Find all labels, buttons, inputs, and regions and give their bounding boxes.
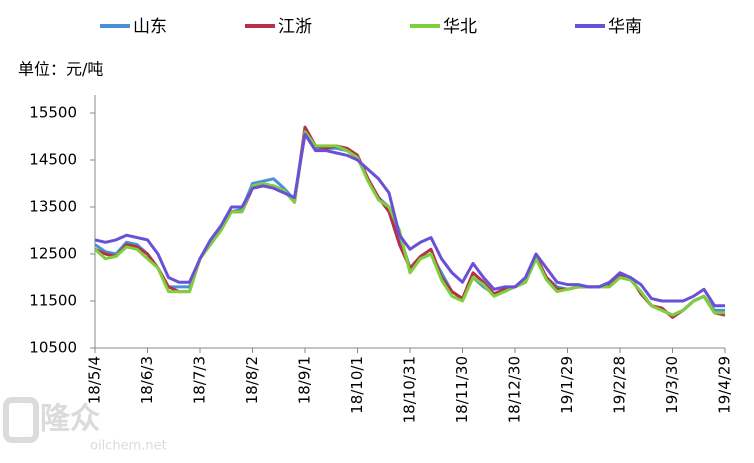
watermark: 隆众 oilchem.net <box>3 397 167 454</box>
x-tick-label: 18/12/30 <box>506 356 524 423</box>
y-tick-label: 13500 <box>29 198 77 216</box>
legend-label: 华南 <box>608 17 642 37</box>
legend-label: 江浙 <box>278 17 312 37</box>
x-tick-label: 18/10/1 <box>348 356 366 414</box>
unit-label: 单位：元/吨 <box>18 60 103 79</box>
x-tick-label: 19/2/28 <box>611 356 629 414</box>
x-tick-label: 19/3/30 <box>663 356 681 414</box>
x-tick-label: 18/5/4 <box>86 356 104 404</box>
x-tick-label: 18/7/3 <box>191 356 209 404</box>
x-tick-label: 18/9/1 <box>296 356 314 404</box>
y-tick-label: 15500 <box>29 104 77 122</box>
x-tick-label: 18/11/30 <box>453 356 471 423</box>
legend-label: 华北 <box>443 17 477 37</box>
x-tick-label: 18/8/2 <box>243 356 261 404</box>
watermark-site: oilchem.net <box>90 439 167 454</box>
watermark-logo <box>3 397 39 443</box>
legend-label: 山东 <box>133 17 167 37</box>
x-tick-label: 19/1/29 <box>558 356 576 414</box>
watermark-brand: 隆众 <box>40 402 100 437</box>
x-tick-label: 18/10/31 <box>401 356 419 423</box>
y-tick-label: 11500 <box>29 292 77 310</box>
y-tick-label: 14500 <box>29 151 77 169</box>
series-line <box>94 132 725 308</box>
x-tick-label: 18/6/3 <box>138 356 156 404</box>
y-tick-label: 12500 <box>29 245 77 263</box>
x-tick-label: 19/4/29 <box>716 356 734 414</box>
y-tick-label: 10500 <box>29 339 77 357</box>
